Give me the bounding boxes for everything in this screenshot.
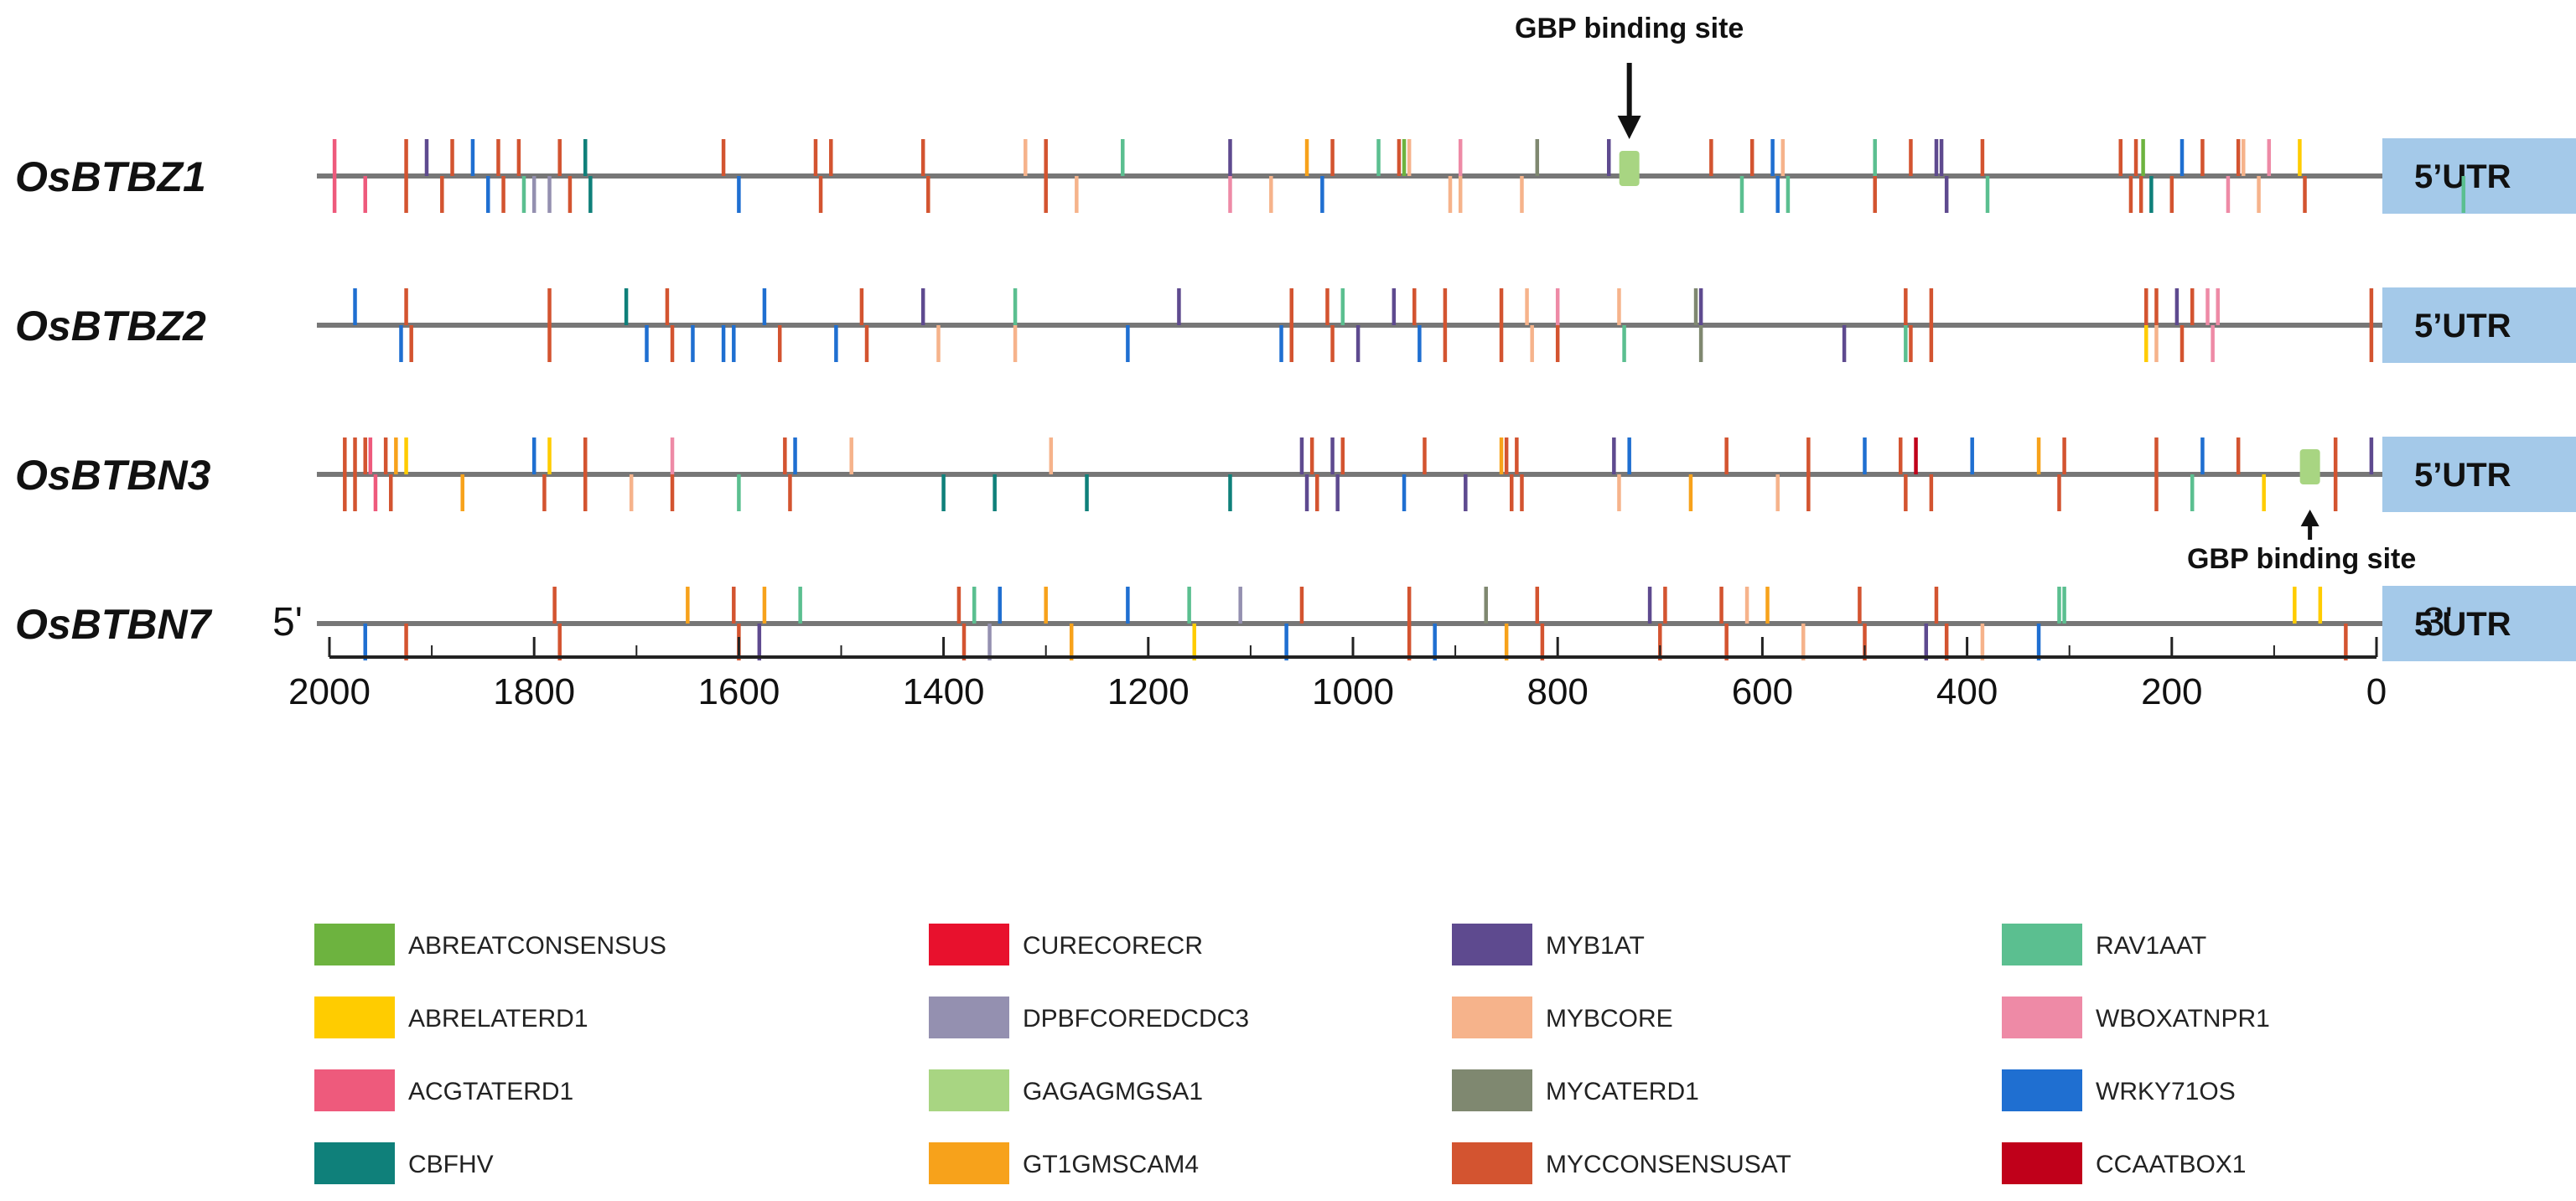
axis-tick-label: 0: [2366, 671, 2387, 712]
legend-swatch: [314, 1069, 395, 1111]
utr-label: 5’UTR: [2414, 457, 2511, 494]
legend-label: ABRELATERD1: [408, 1005, 588, 1033]
gene-name: OsBTBN7: [15, 601, 213, 648]
legend-swatch: [2002, 1069, 2082, 1111]
legend-swatch: [1452, 924, 1532, 965]
axis-tick-label: 600: [1732, 671, 1793, 712]
legend-item: MYCCONSENSUSAT: [1452, 1142, 1791, 1184]
legend-label: WRKY71OS: [2096, 1078, 2236, 1105]
axis-tick-label: 1000: [1312, 671, 1394, 712]
gbp-site-mark: [1619, 151, 1640, 186]
legend-item: GT1GMSCAM4: [929, 1142, 1199, 1184]
axis-tick-label: 1600: [697, 671, 780, 712]
utr-box: [2382, 437, 2576, 512]
legend-label: RAV1AAT: [2096, 932, 2206, 960]
axis-tick-label: 1200: [1107, 671, 1190, 712]
gene-name: OsBTBN3: [15, 452, 211, 499]
legend-item: CBFHV: [314, 1142, 494, 1184]
legend-label: CCAATBOX1: [2096, 1151, 2247, 1178]
legend-swatch: [2002, 997, 2082, 1038]
axis-tick-label: 2000: [288, 671, 371, 712]
legend-item: CCAATBOX1: [2002, 1142, 2247, 1184]
utr-label: 5’UTR: [2414, 308, 2511, 344]
legend-item: CURECORECR: [929, 924, 1203, 965]
legend-item: ABRELATERD1: [314, 997, 588, 1038]
position-axis: 2000 1800 1600 1400 1200 1000 800 600 400 200 0 5'…: [272, 600, 2453, 712]
legend-label: DPBFCOREDCDC3: [1023, 1005, 1249, 1033]
legend-swatch: [2002, 1142, 2082, 1184]
legend-label: MYCATERD1: [1546, 1078, 1699, 1105]
gbp-site-mark: [2299, 449, 2320, 484]
axis-tick-label: 800: [1526, 671, 1588, 712]
three-prime-label: 3': [2423, 600, 2453, 645]
gene-track: OsBTBN3 5’UTR GBP binding site: [15, 437, 2576, 575]
legend-swatch: [929, 1142, 1009, 1184]
five-prime-label: 5': [272, 600, 303, 645]
legend-item: WRKY71OS: [2002, 1069, 2236, 1111]
legend-swatch: [929, 1069, 1009, 1111]
legend-item: ACGTATERD1: [314, 1069, 573, 1111]
legend-label: ACGTATERD1: [408, 1078, 573, 1105]
legend-item: GAGAGMGSA1: [929, 1069, 1203, 1111]
legend-item: ABREATCONSENSUS: [314, 924, 666, 965]
legend-label: CURECORECR: [1023, 932, 1203, 960]
legend-swatch: [1452, 997, 1532, 1038]
legend: ABREATCONSENSUS ABRELATERD1 ACGTATERD1 CBFH…: [314, 924, 2270, 1184]
utr-label: 5’UTR: [2414, 606, 2511, 643]
legend-swatch: [314, 997, 395, 1038]
legend-swatch: [314, 1142, 395, 1184]
legend-label: CBFHV: [408, 1151, 494, 1178]
axis-tick-label: 1800: [493, 671, 575, 712]
legend-swatch: [1452, 1069, 1532, 1111]
legend-swatch: [2002, 924, 2082, 965]
legend-label: MYB1AT: [1546, 932, 1645, 960]
legend-item: RAV1AAT: [2002, 924, 2206, 965]
legend-label: MYBCORE: [1546, 1005, 1673, 1033]
gbp-arrowhead: [1617, 116, 1641, 139]
legend-swatch: [929, 924, 1009, 965]
gbp-arrowhead: [2300, 510, 2319, 526]
legend-swatch: [929, 997, 1009, 1038]
gbp-label: GBP binding site: [2187, 543, 2416, 575]
legend-label: ABREATCONSENSUS: [408, 932, 666, 960]
utr-box: [2382, 138, 2576, 214]
gene-track: OsBTBN7 5’UTR: [15, 586, 2576, 661]
legend-item: DPBFCOREDCDC3: [929, 997, 1249, 1038]
legend-item: MYCATERD1: [1452, 1069, 1699, 1111]
legend-item: MYB1AT: [1452, 924, 1645, 965]
axis-tick-label: 200: [2141, 671, 2202, 712]
legend-label: GT1GMSCAM4: [1023, 1151, 1199, 1178]
legend-item: WBOXATNPR1: [2002, 997, 2270, 1038]
axis-tick-label: 1400: [903, 671, 985, 712]
legend-item: MYBCORE: [1452, 997, 1673, 1038]
legend-label: MYCCONSENSUSAT: [1546, 1151, 1791, 1178]
gene-name: OsBTBZ2: [15, 303, 206, 349]
axis-tick-label: 400: [1936, 671, 1998, 712]
legend-swatch: [314, 924, 395, 965]
utr-box: [2382, 287, 2576, 363]
legend-label: GAGAGMGSA1: [1023, 1078, 1203, 1105]
legend-swatch: [1452, 1142, 1532, 1184]
gbp-label: GBP binding site: [1515, 13, 1744, 44]
gene-track: OsBTBZ2 5’UTR: [15, 287, 2576, 363]
gene-name: OsBTBZ1: [15, 153, 206, 200]
utr-box: [2382, 586, 2576, 661]
legend-label: WBOXATNPR1: [2096, 1005, 2270, 1033]
